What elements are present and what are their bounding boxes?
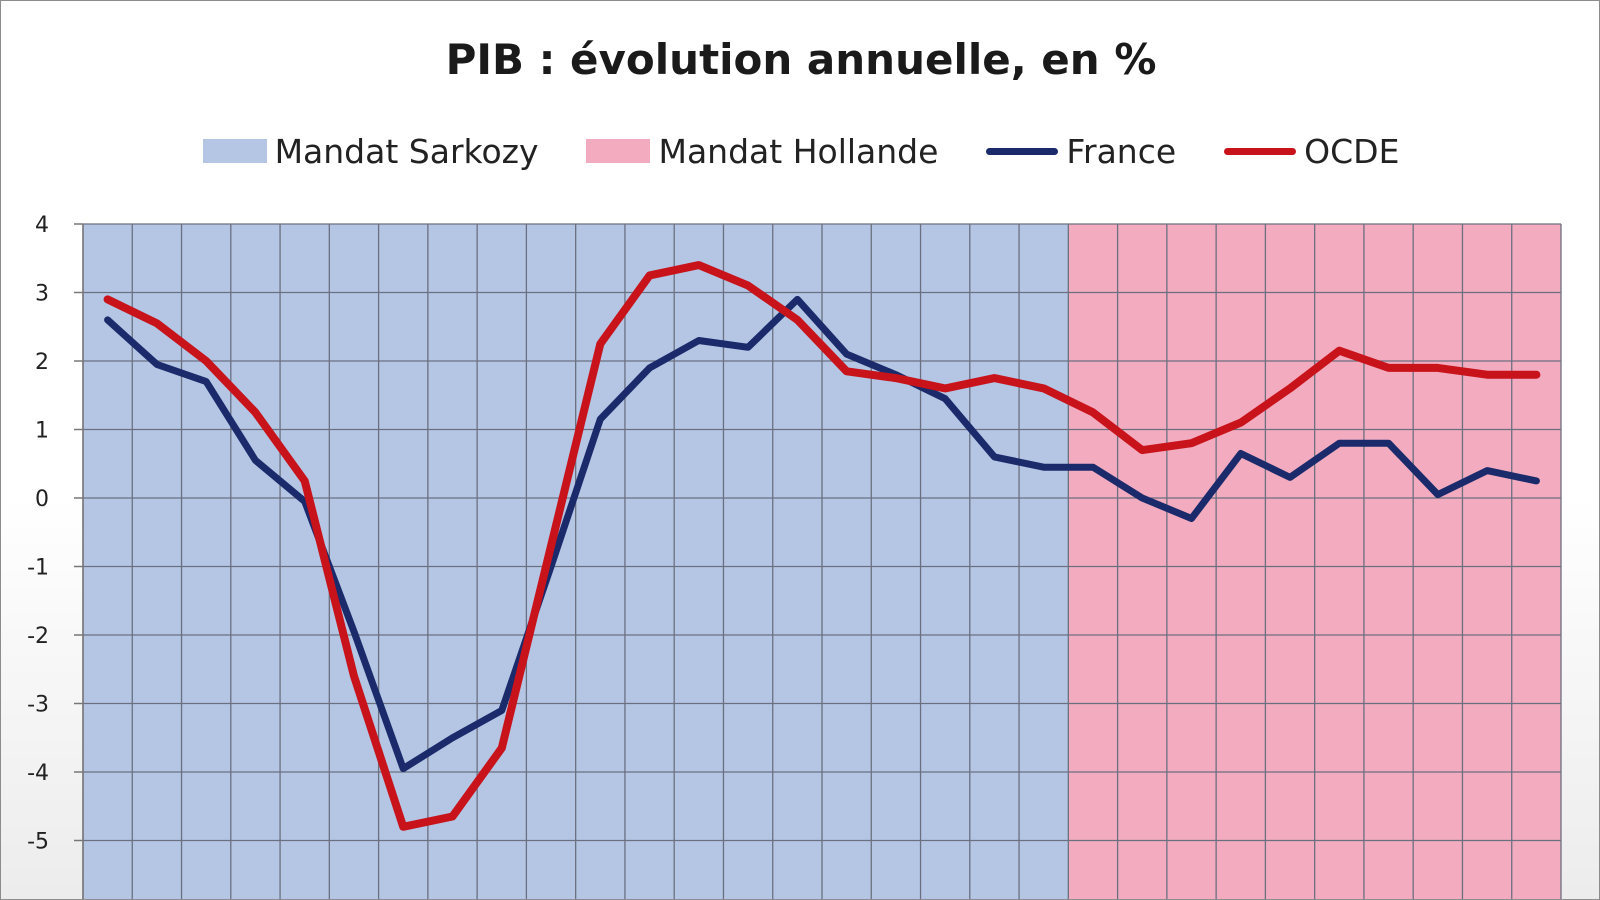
- legend-label-france: France: [1066, 131, 1177, 171]
- legend-line-ocde: [1224, 147, 1297, 155]
- legend-line-france: [986, 147, 1059, 155]
- y-tick-label: -3: [27, 693, 49, 718]
- y-tick-label: -1: [27, 556, 49, 581]
- y-tick-label: -5: [27, 830, 49, 855]
- legend-item-mandat-hollande: Mandat Hollande: [586, 132, 938, 171]
- legend-item-ocde: OCDE: [1224, 132, 1399, 171]
- y-tick-label: 1: [35, 419, 49, 444]
- chart-title: PIB : évolution annuelle, en %: [445, 35, 1157, 84]
- series-line-ocde: [103, 261, 1541, 831]
- y-tick-label: 2: [35, 350, 49, 375]
- legend-item-france: France: [986, 132, 1176, 171]
- y-tick-label: 0: [35, 487, 49, 512]
- y-tick-label: -4: [27, 761, 49, 786]
- y-tick-label: 4: [35, 213, 49, 238]
- legend-label-mandat-sarkozy: Mandat Sarkozy: [274, 131, 539, 171]
- y-tick-label: -2: [27, 624, 49, 649]
- legend-swatch-mandat-hollande: [586, 139, 651, 163]
- legend-label-ocde: OCDE: [1304, 131, 1400, 171]
- y-tick-label: 3: [35, 282, 49, 307]
- legend-item-mandat-sarkozy: Mandat Sarkozy: [202, 131, 539, 171]
- series-line-france: [104, 295, 1540, 773]
- legend-label-mandat-hollande: Mandat Hollande: [658, 131, 939, 171]
- legend-swatch-mandat-sarkozy: [202, 139, 267, 163]
- chart-legend: Mandat Sarkozy Mandat Hollande France OC…: [1, 129, 1599, 173]
